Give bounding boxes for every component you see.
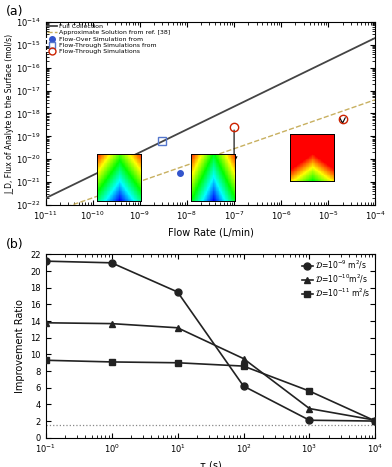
- $\mathcal{D}$=10$^{-11}$ m$^2$/s: [43, 357, 48, 363]
- $\mathcal{D}$=10$^{-10}$m$^2$/s: [241, 356, 246, 361]
- Line: $\mathcal{D}$=10$^{-10}$m$^2$/s: $\mathcal{D}$=10$^{-10}$m$^2$/s: [42, 319, 379, 424]
- Legend: $\mathcal{D}$=10$^{-9}$ m$^2$/s, $\mathcal{D}$=10$^{-10}$m$^2$/s, $\mathcal{D}$=: $\mathcal{D}$=10$^{-9}$ m$^2$/s, $\mathc…: [301, 258, 372, 300]
- $\mathcal{D}$=10$^{-9}$ m$^2$/s: [373, 418, 378, 424]
- $\mathcal{D}$=10$^{-11}$ m$^2$/s: [241, 363, 246, 369]
- Legend: Full Collection, Approximate Solution from ref. [38], Flow-Over Simulation from,: Full Collection, Approximate Solution fr…: [47, 23, 171, 55]
- $\mathcal{D}$=10$^{-10}$m$^2$/s: [307, 406, 312, 411]
- Y-axis label: Improvement Ratio: Improvement Ratio: [15, 299, 25, 393]
- X-axis label: τ (s): τ (s): [200, 460, 221, 467]
- $\mathcal{D}$=10$^{-10}$m$^2$/s: [109, 321, 114, 326]
- $\mathcal{D}$=10$^{-11}$ m$^2$/s: [109, 359, 114, 365]
- $\mathcal{D}$=10$^{-11}$ m$^2$/s: [175, 360, 180, 366]
- $\mathcal{D}$=10$^{-9}$ m$^2$/s: [175, 289, 180, 295]
- Y-axis label: J_D, Flux of Analyte to the Surface (mol/s): J_D, Flux of Analyte to the Surface (mol…: [5, 33, 15, 193]
- $\mathcal{D}$=10$^{-10}$m$^2$/s: [175, 325, 180, 331]
- $\mathcal{D}$=10$^{-9}$ m$^2$/s: [241, 383, 246, 389]
- Line: $\mathcal{D}$=10$^{-11}$ m$^2$/s: $\mathcal{D}$=10$^{-11}$ m$^2$/s: [42, 357, 379, 425]
- Line: $\mathcal{D}$=10$^{-9}$ m$^2$/s: $\mathcal{D}$=10$^{-9}$ m$^2$/s: [42, 258, 379, 425]
- $\mathcal{D}$=10$^{-10}$m$^2$/s: [43, 320, 48, 325]
- $\mathcal{D}$=10$^{-9}$ m$^2$/s: [109, 260, 114, 266]
- $\mathcal{D}$=10$^{-11}$ m$^2$/s: [307, 388, 312, 394]
- $\mathcal{D}$=10$^{-9}$ m$^2$/s: [43, 258, 48, 264]
- Text: (b): (b): [6, 238, 24, 251]
- $\mathcal{D}$=10$^{-9}$ m$^2$/s: [307, 417, 312, 423]
- X-axis label: Flow Rate (L/min): Flow Rate (L/min): [168, 228, 254, 238]
- $\mathcal{D}$=10$^{-11}$ m$^2$/s: [373, 418, 378, 424]
- $\mathcal{D}$=10$^{-10}$m$^2$/s: [373, 417, 378, 423]
- Text: (a): (a): [6, 5, 24, 18]
